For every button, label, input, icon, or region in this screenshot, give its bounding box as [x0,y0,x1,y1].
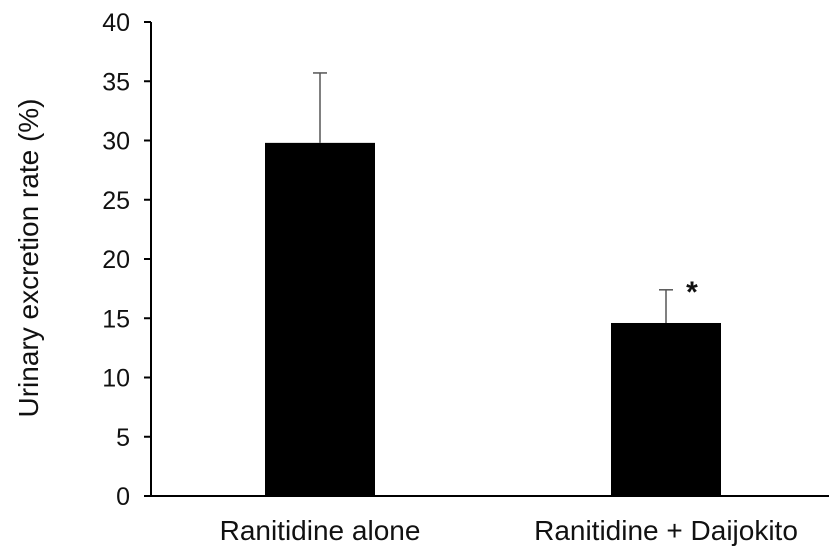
bar [611,322,721,496]
y-axis-title: Urinary excretion rate (%) [13,99,44,418]
y-tick-label: 35 [102,68,130,96]
bars-group: * [265,72,721,496]
y-tick-label: 5 [116,424,130,452]
y-tick-label: 20 [102,246,130,274]
y-tick-label: 10 [102,365,130,393]
bar [265,142,375,496]
x-axis-labels: Ranitidine alone Ranitidine + Daijokito [220,515,798,546]
significance-marker: * [686,276,698,309]
y-tick-label: 30 [102,128,130,156]
y-tick-label: 15 [102,305,130,333]
x-category-label: Ranitidine + Daijokito [534,515,798,546]
y-axis-ticks: 0 5 10 15 20 25 30 35 40 [102,9,151,511]
y-tick-label: 0 [116,483,130,511]
y-tick-label: 40 [102,9,130,37]
y-tick-label: 25 [102,187,130,215]
x-category-label: Ranitidine alone [220,515,421,546]
